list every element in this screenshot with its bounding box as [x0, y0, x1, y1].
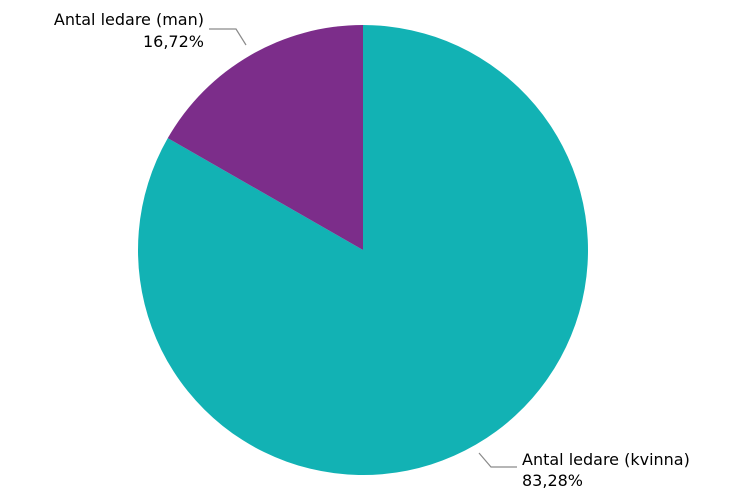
leader-line-kvinna	[478, 452, 517, 468]
pie-slice-man	[167, 25, 363, 250]
slice-value-man: 16,72%	[143, 32, 204, 51]
leader-line-man	[209, 28, 247, 46]
slice-category-man: Antal ledare (man)	[54, 10, 204, 29]
slice-value-label-man: 16,72%	[143, 32, 204, 51]
slice-value-kvinna: 83,28%	[522, 471, 583, 490]
slice-value-label-kvinna: 83,28%	[522, 471, 583, 490]
pie-slice-kvinna	[138, 25, 588, 476]
slice-category-kvinna: Antal ledare (kvinna)	[522, 450, 690, 469]
pie-slices	[138, 25, 588, 476]
slice-label-man: Antal ledare (man)	[54, 10, 204, 29]
label-leader-lines	[209, 28, 517, 468]
slice-label-kvinna: Antal ledare (kvinna)	[522, 450, 690, 469]
